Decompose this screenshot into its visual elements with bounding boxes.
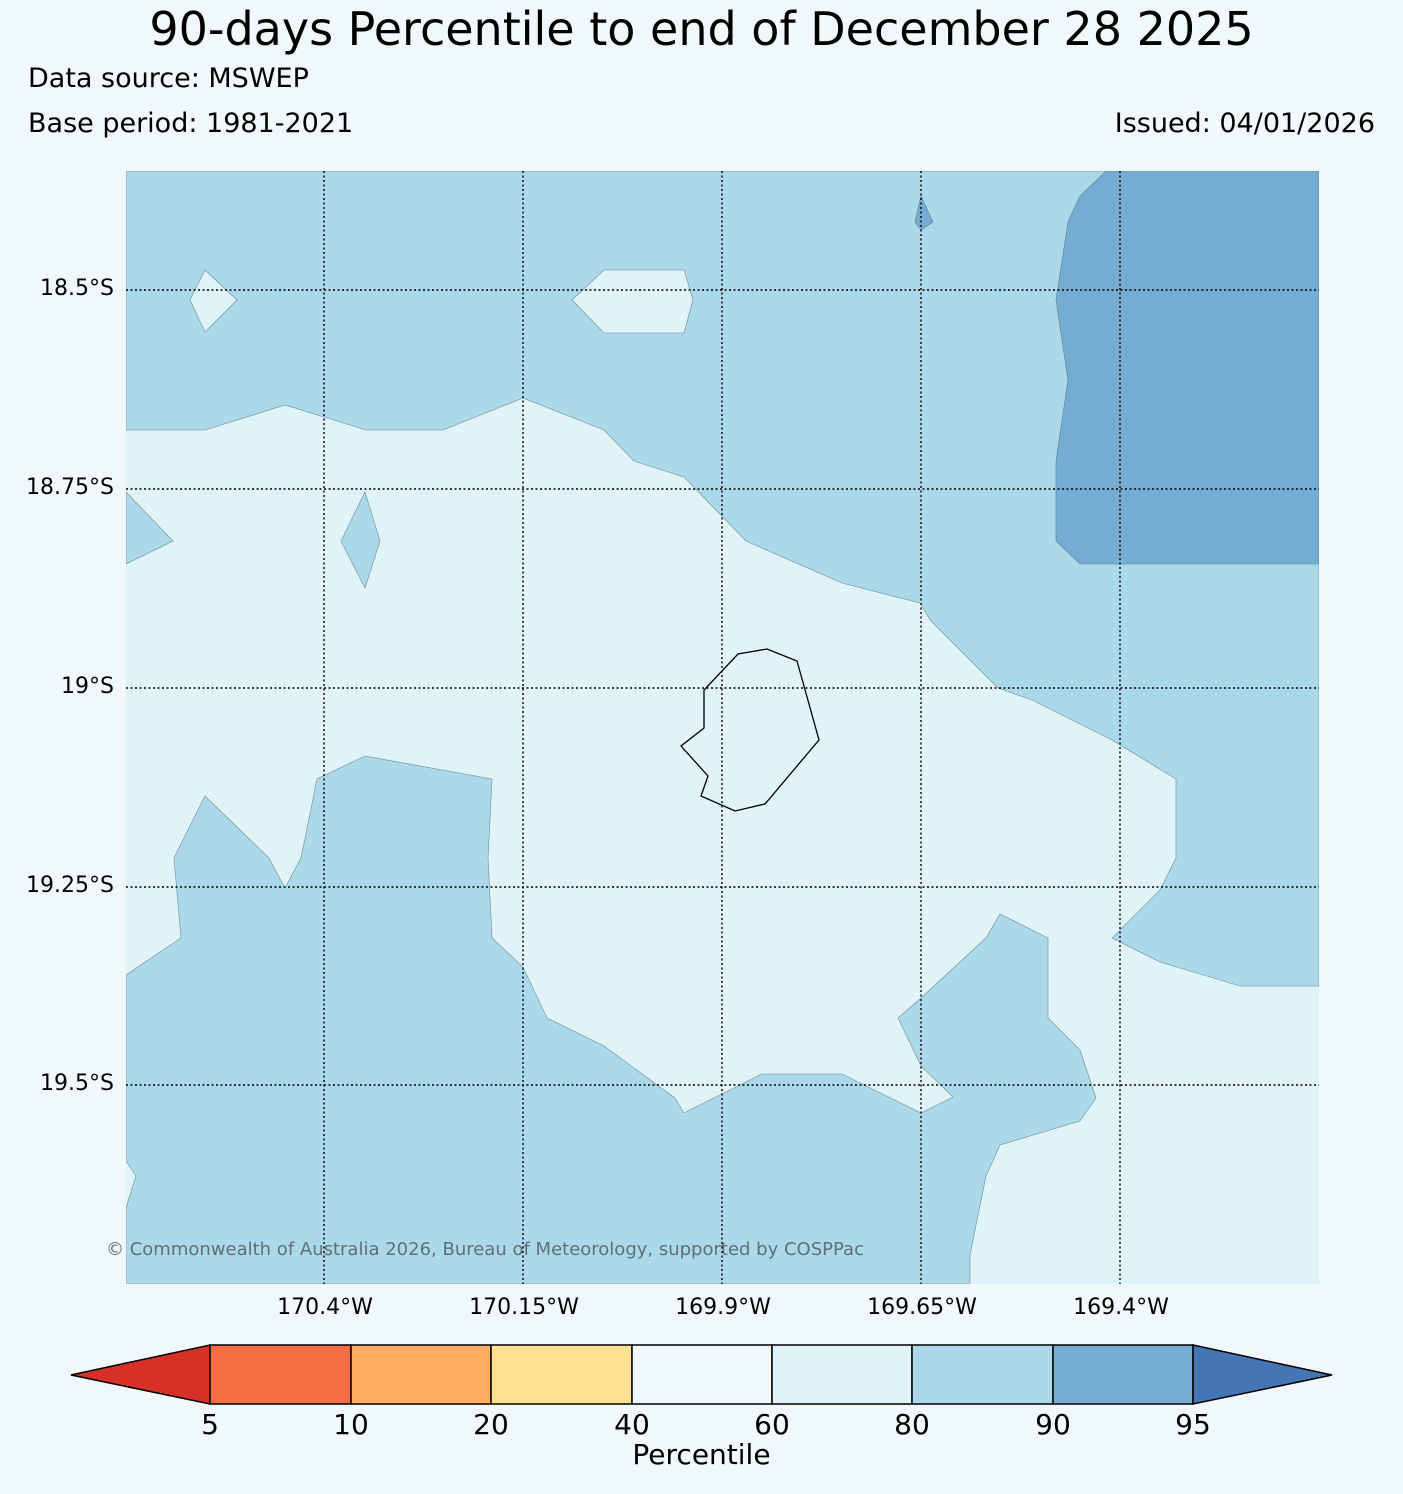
- data-source-label: Data source: MSWEP: [28, 63, 309, 94]
- lat-label-19: 19°S: [61, 674, 114, 699]
- region-80-90-north: [126, 171, 1319, 987]
- lat-label-19.25: 19.25°S: [26, 873, 114, 898]
- lon-label-169.4: 169.4°W: [1073, 1295, 1169, 1320]
- map-plot: [126, 171, 1319, 1284]
- colorbar-tick-80: 80: [894, 1408, 930, 1441]
- region-80-90-diamond: [340, 491, 381, 589]
- region-80-90-south: [126, 755, 1097, 1284]
- base-period-label: Base period: 1981-2021: [28, 108, 354, 139]
- colorbar-tick-95: 95: [1175, 1408, 1211, 1441]
- colorbar-bin-60-80: [771, 1344, 913, 1405]
- colorbar-extend-high: [1192, 1344, 1333, 1405]
- island-outline: [680, 648, 820, 812]
- lon-label-169.65: 169.65°W: [867, 1295, 977, 1320]
- region-60-80-island-b: [571, 269, 694, 334]
- lat-label-18.75: 18.75°S: [26, 475, 114, 500]
- colorbar-tick-60: 60: [754, 1408, 790, 1441]
- colorbar-bin-80-90: [911, 1344, 1054, 1405]
- gridlines: [126, 171, 1319, 1284]
- colorbar-bin-10-20: [350, 1344, 492, 1405]
- colorbar-bin-90-95: [1052, 1344, 1194, 1405]
- copyright-notice: © Commonwealth of Australia 2026, Bureau…: [106, 1239, 864, 1260]
- colorbar-bin-5-10: [209, 1344, 352, 1405]
- colorbar-label: Percentile: [632, 1438, 771, 1471]
- region-60-80-island-a: [189, 269, 238, 333]
- colorbar-tick-5: 5: [201, 1408, 219, 1441]
- lat-label-19.5: 19.5°S: [40, 1071, 114, 1096]
- region-90-95-northeast: [1055, 171, 1319, 565]
- lon-label-169.9: 169.9°W: [675, 1295, 771, 1320]
- region-90-95-spike: [914, 195, 934, 231]
- region-80-90-west-edge: [126, 491, 174, 565]
- colorbar-tick-20: 20: [473, 1408, 509, 1441]
- map-title: 90-days Percentile to end of December 28…: [149, 2, 1254, 56]
- colorbar-bin-40-60: [631, 1344, 773, 1405]
- colorbar-bin-20-40: [490, 1344, 633, 1405]
- colorbar-tick-10: 10: [333, 1408, 369, 1441]
- lat-label-18.5: 18.5°S: [40, 276, 114, 301]
- colorbar-extend-low: [70, 1344, 211, 1405]
- colorbar-tick-40: 40: [614, 1408, 650, 1441]
- lon-label-170.4: 170.4°W: [277, 1295, 373, 1320]
- colorbar-tick-90: 90: [1035, 1408, 1071, 1441]
- lon-label-170.15: 170.15°W: [469, 1295, 579, 1320]
- issued-date-label: Issued: 04/01/2026: [1114, 108, 1375, 139]
